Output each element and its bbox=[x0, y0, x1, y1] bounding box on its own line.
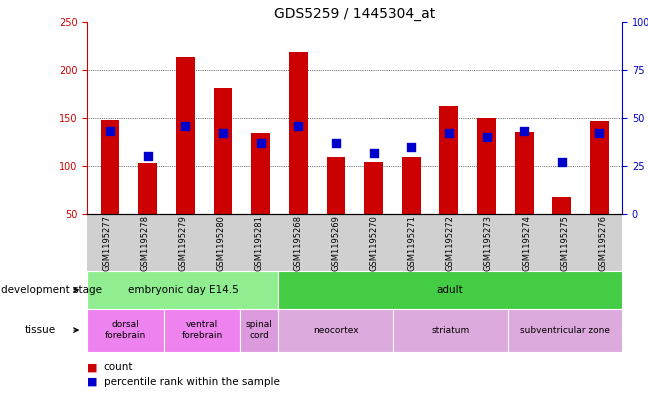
Text: GSM1195278: GSM1195278 bbox=[140, 215, 149, 271]
Text: embryonic day E14.5: embryonic day E14.5 bbox=[128, 285, 238, 295]
Point bbox=[519, 128, 529, 134]
Text: spinal
cord: spinal cord bbox=[246, 320, 273, 340]
Text: ventral
forebrain: ventral forebrain bbox=[181, 320, 223, 340]
Bar bbox=[327, 157, 345, 214]
Text: GSM1195275: GSM1195275 bbox=[561, 215, 570, 271]
Bar bbox=[289, 52, 308, 214]
Point bbox=[105, 128, 115, 134]
Bar bbox=[402, 157, 421, 214]
Bar bbox=[439, 107, 458, 214]
Text: percentile rank within the sample: percentile rank within the sample bbox=[104, 377, 279, 387]
Text: GSM1195272: GSM1195272 bbox=[446, 215, 455, 271]
Point bbox=[369, 149, 379, 156]
Point bbox=[594, 130, 605, 136]
Text: GSM1195279: GSM1195279 bbox=[178, 215, 187, 271]
Text: striatum: striatum bbox=[431, 326, 469, 334]
Bar bbox=[176, 57, 195, 214]
Text: GSM1195276: GSM1195276 bbox=[599, 215, 607, 271]
Bar bbox=[138, 163, 157, 214]
Text: subventricular zone: subventricular zone bbox=[520, 326, 610, 334]
Bar bbox=[251, 133, 270, 214]
Bar bbox=[553, 197, 572, 214]
Point bbox=[444, 130, 454, 136]
Text: ■: ■ bbox=[87, 377, 98, 387]
Bar bbox=[100, 120, 119, 214]
Text: development stage: development stage bbox=[1, 285, 102, 295]
Bar bbox=[214, 88, 233, 214]
Title: GDS5259 / 1445304_at: GDS5259 / 1445304_at bbox=[274, 7, 435, 20]
Point bbox=[406, 143, 417, 150]
Point bbox=[180, 123, 191, 129]
Text: GSM1195269: GSM1195269 bbox=[331, 215, 340, 271]
Point bbox=[218, 130, 228, 136]
Point bbox=[255, 140, 266, 146]
Text: adult: adult bbox=[437, 285, 463, 295]
Text: GSM1195280: GSM1195280 bbox=[216, 215, 226, 271]
Text: GSM1195277: GSM1195277 bbox=[102, 215, 111, 271]
Bar bbox=[515, 132, 533, 214]
Text: dorsal
forebrain: dorsal forebrain bbox=[105, 320, 146, 340]
Text: neocortex: neocortex bbox=[313, 326, 358, 334]
Text: GSM1195274: GSM1195274 bbox=[522, 215, 531, 271]
Text: tissue: tissue bbox=[25, 325, 56, 335]
Point bbox=[293, 123, 303, 129]
Text: GSM1195268: GSM1195268 bbox=[293, 215, 302, 271]
Text: GSM1195270: GSM1195270 bbox=[369, 215, 378, 271]
Point bbox=[481, 134, 492, 140]
Point bbox=[557, 159, 567, 165]
Text: ■: ■ bbox=[87, 362, 98, 373]
Bar bbox=[477, 118, 496, 214]
Text: GSM1195273: GSM1195273 bbox=[484, 215, 493, 271]
Point bbox=[330, 140, 341, 146]
Text: GSM1195271: GSM1195271 bbox=[408, 215, 417, 271]
Bar bbox=[364, 162, 383, 214]
Text: count: count bbox=[104, 362, 133, 373]
Point bbox=[143, 153, 153, 160]
Bar bbox=[590, 121, 609, 214]
Text: GSM1195281: GSM1195281 bbox=[255, 215, 264, 271]
